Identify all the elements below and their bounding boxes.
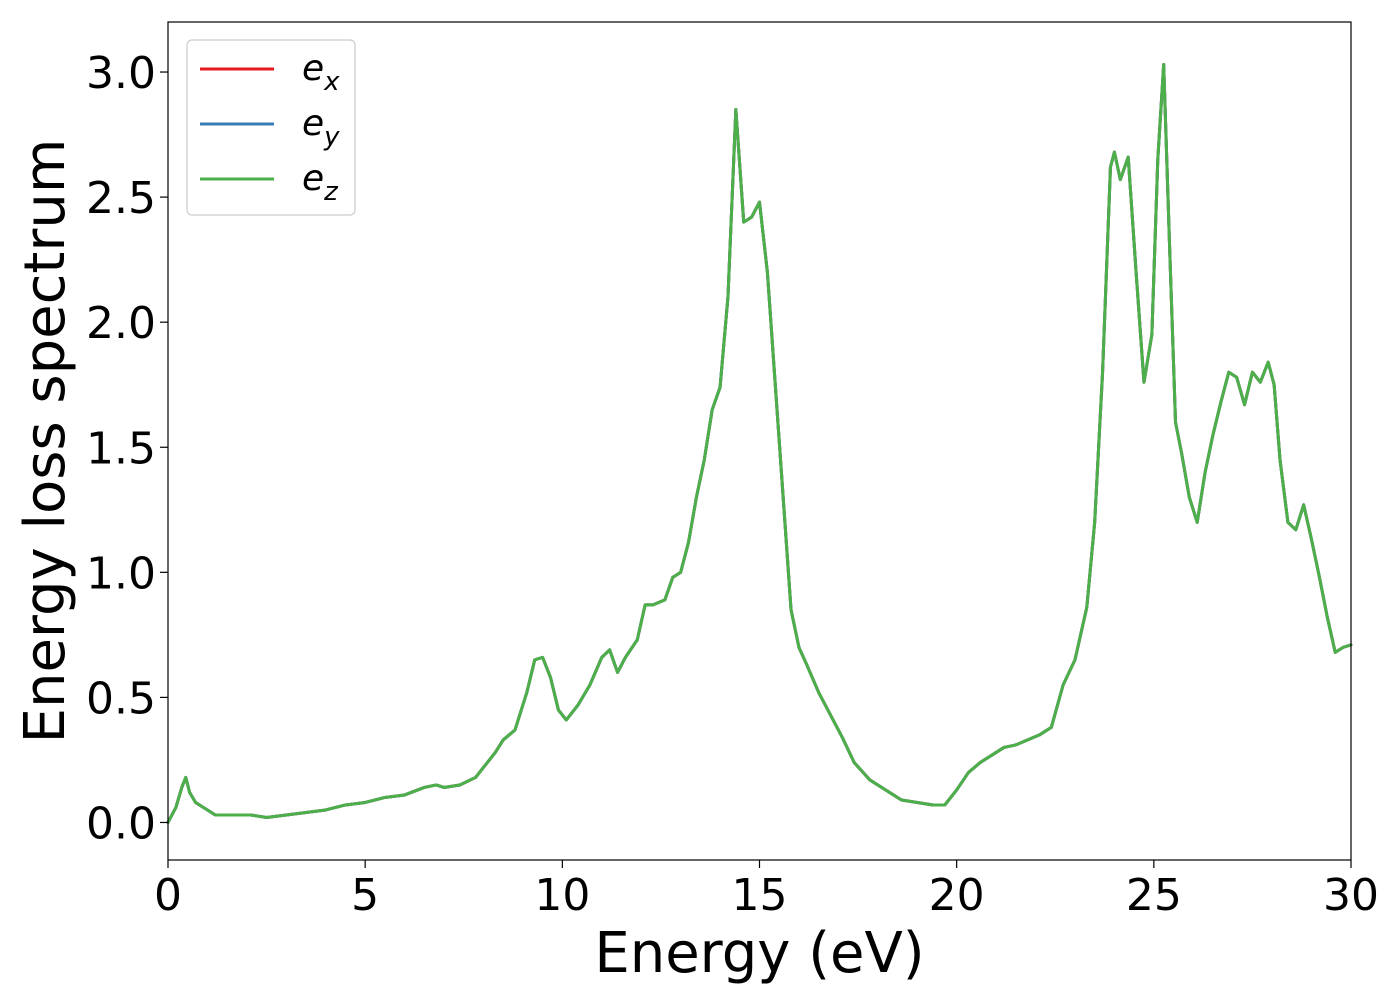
legend-label-ez: ez bbox=[302, 158, 339, 207]
x-tick-label: 0 bbox=[154, 870, 182, 921]
x-tick-label: 5 bbox=[351, 870, 379, 921]
series-line-ez bbox=[166, 63, 1353, 824]
y-tick-label: 2.5 bbox=[86, 173, 156, 224]
legend: ex ey ez bbox=[186, 39, 356, 216]
x-tick-label: 15 bbox=[732, 870, 788, 921]
y-tick-label: 1.0 bbox=[86, 548, 156, 599]
x-tick-label: 10 bbox=[534, 870, 590, 921]
y-axis: 0.0 0.5 1.0 1.5 2.0 2.5 3.0 bbox=[86, 48, 168, 849]
x-axis: 0 5 10 15 20 25 30 bbox=[154, 860, 1379, 921]
y-tick-label: 1.5 bbox=[86, 423, 156, 474]
y-tick-label: 0.5 bbox=[86, 673, 156, 724]
series-layer bbox=[166, 63, 1353, 824]
x-tick-label: 20 bbox=[929, 870, 985, 921]
y-axis-title: Energy loss spectrum bbox=[13, 139, 78, 744]
legend-label-ey: ey bbox=[302, 103, 340, 152]
y-tick-label: 0.0 bbox=[86, 798, 156, 849]
y-tick-label: 2.0 bbox=[86, 298, 156, 349]
x-axis-title: Energy (eV) bbox=[594, 921, 924, 986]
x-tick-label: 30 bbox=[1323, 870, 1379, 921]
x-tick-label: 25 bbox=[1126, 870, 1182, 921]
y-tick-label: 3.0 bbox=[86, 48, 156, 99]
legend-label-ex: ex bbox=[302, 48, 340, 97]
legend-box bbox=[186, 39, 356, 216]
